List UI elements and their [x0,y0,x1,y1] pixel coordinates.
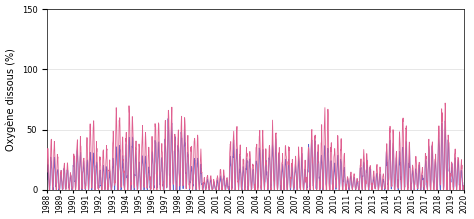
Y-axis label: Oxygène dissous (%): Oxygène dissous (%) [6,48,16,151]
